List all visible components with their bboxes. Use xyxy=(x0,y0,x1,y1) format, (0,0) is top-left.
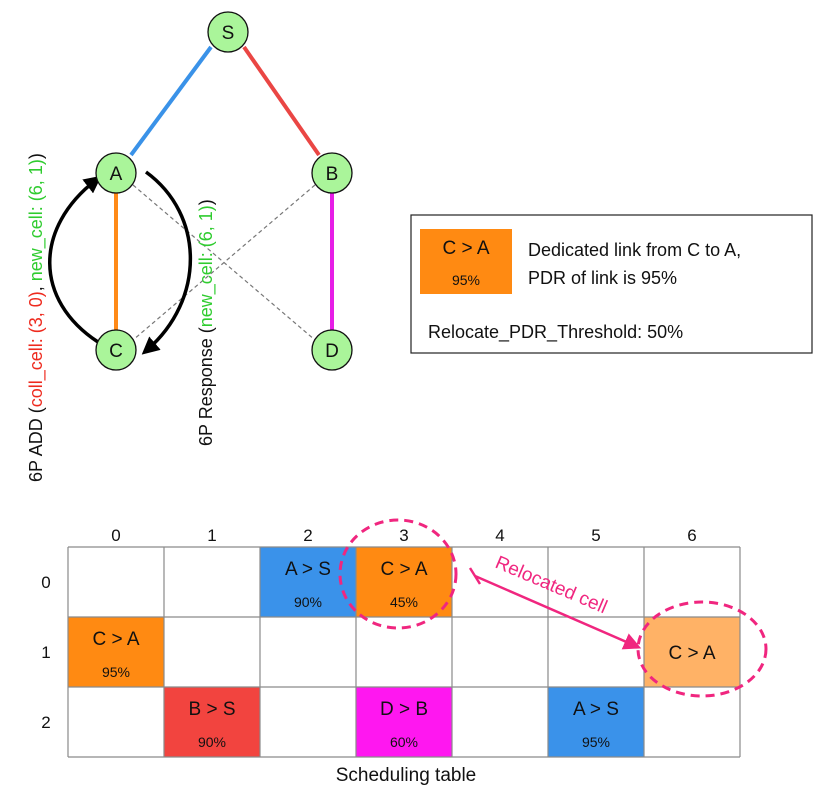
response-annotation: 6P Response (new_cell: (6, 1)) xyxy=(196,199,217,446)
node-c-label: C xyxy=(109,341,123,362)
schedule-cell-0-1: C > A 95% xyxy=(68,617,164,687)
schedule-cell-label: D > B xyxy=(380,699,428,720)
col-header-6: 6 xyxy=(687,526,696,545)
relocation-arrow xyxy=(474,574,642,650)
link-b-s xyxy=(242,45,321,157)
schedule-cell-1-2: B > S 90% xyxy=(164,687,260,757)
node-c: C xyxy=(95,329,137,371)
col-header-2: 2 xyxy=(303,526,312,545)
topology-links xyxy=(114,45,334,341)
legend-box: C > A 95% Dedicated link from C to A, PD… xyxy=(410,214,813,354)
schedule-cell-label: A > S xyxy=(285,559,331,580)
add-request-arrow xyxy=(48,175,102,344)
row-header-1: 1 xyxy=(41,643,50,662)
table-grid xyxy=(67,546,741,758)
col-header-0: 0 xyxy=(111,526,120,545)
table-cells: A > S 90% C > A 45% C > A 95% C > A B > S 90% D >… xyxy=(68,547,740,757)
schedule-cell-pdr: 90% xyxy=(198,734,226,750)
legend-threshold: Relocate_PDR_Threshold: 50% xyxy=(428,322,683,343)
schedule-cell-label: C > A xyxy=(669,643,716,664)
legend-cell-label: C > A xyxy=(443,238,490,259)
schedule-cell-3-2: D > B 60% xyxy=(356,687,452,757)
col-header-5: 5 xyxy=(591,526,600,545)
schedule-cell-pdr: 90% xyxy=(294,594,322,610)
schedule-cell-3-0: C > A 45% xyxy=(356,547,452,617)
legend-desc-line1: Dedicated link from C to A, xyxy=(528,240,741,260)
schedule-cell-pdr: 95% xyxy=(582,734,610,750)
node-s-label: S xyxy=(222,23,235,44)
schedule-cell-5-2: A > S 95% xyxy=(548,687,644,757)
node-s: S xyxy=(207,11,249,53)
table-caption: Scheduling table xyxy=(336,765,477,786)
table-headers: 0 1 2 3 4 5 6 0 1 2 xyxy=(41,526,696,732)
new-cell-highlight xyxy=(636,600,768,698)
collision-cell-highlight xyxy=(338,518,458,630)
schedule-cell-label: B > S xyxy=(189,699,236,720)
col-header-4: 4 xyxy=(495,526,504,545)
legend-cell xyxy=(420,229,512,294)
legend-cell-pdr: 95% xyxy=(452,272,480,288)
schedule-cell-6-1: C > A xyxy=(644,617,740,687)
schedule-cell-label: C > A xyxy=(381,559,428,580)
row-header-2: 2 xyxy=(41,713,50,732)
response-arrow xyxy=(141,170,193,355)
row-header-0: 0 xyxy=(41,573,50,592)
link-a-s xyxy=(129,45,213,157)
legend-desc-line2: PDR of link is 95% xyxy=(528,268,677,288)
schedule-cell-pdr: 95% xyxy=(102,664,130,680)
node-a: A xyxy=(95,152,137,194)
schedule-cell-pdr: 45% xyxy=(390,594,418,610)
col-header-3: 3 xyxy=(399,526,408,545)
node-b-label: B xyxy=(326,164,339,185)
schedule-cell-label: A > S xyxy=(573,699,619,720)
node-d: D xyxy=(311,329,353,371)
schedule-cell-label: C > A xyxy=(93,629,140,650)
node-b: B xyxy=(311,152,353,194)
col-header-1: 1 xyxy=(207,526,216,545)
cross-link-b-c xyxy=(132,184,316,341)
node-a-label: A xyxy=(110,164,123,185)
schedule-cell-pdr: 60% xyxy=(390,734,418,750)
add-request-annotation: 6P ADD (coll_cell: (3, 0), new_cell: (6,… xyxy=(26,153,47,482)
node-d-label: D xyxy=(325,341,339,362)
